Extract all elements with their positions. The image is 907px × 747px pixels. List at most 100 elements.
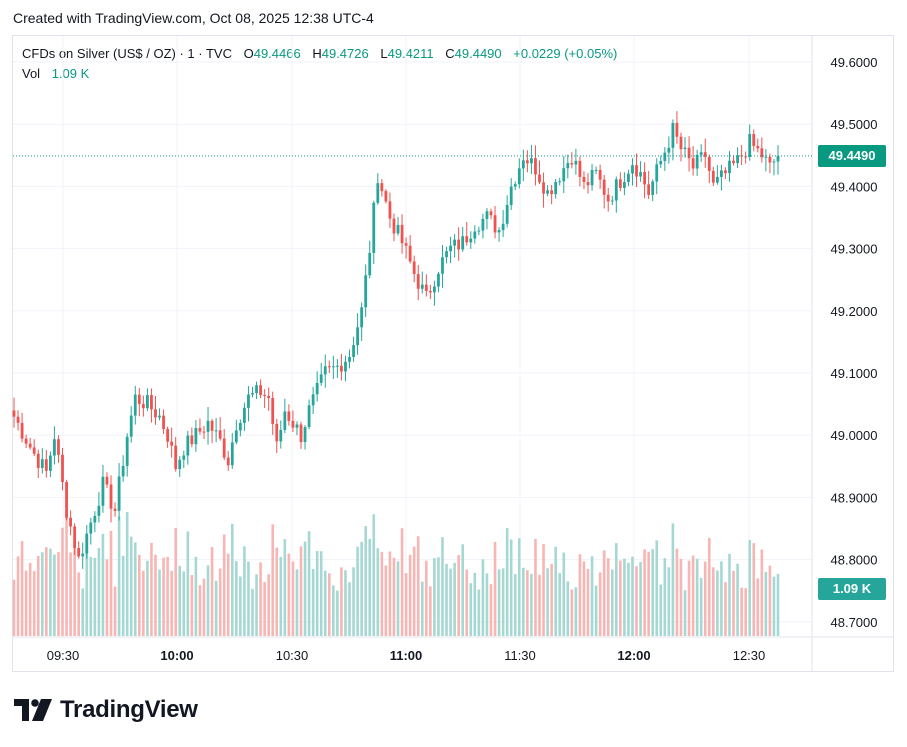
- time-tick-label: 11:00: [390, 648, 423, 663]
- volume-bar: [121, 555, 125, 636]
- candle-body: [214, 430, 218, 432]
- candle-body: [364, 275, 368, 308]
- candle-body: [728, 160, 731, 174]
- volume-bar: [453, 562, 456, 636]
- price-tick-label: 49.1000: [831, 366, 878, 381]
- candle-body: [117, 476, 121, 511]
- volume-bar: [109, 530, 113, 636]
- volume-bar: [408, 554, 412, 636]
- candle-body: [57, 439, 60, 455]
- volume-bar: [691, 555, 695, 636]
- candle-body: [525, 160, 529, 164]
- volume-bar: [683, 590, 687, 636]
- volume-bar: [105, 559, 109, 636]
- volume-bar: [307, 531, 311, 636]
- volume-bar: [271, 524, 275, 636]
- volume-bar: [364, 526, 367, 636]
- time-tick-label: 12:30: [733, 648, 766, 663]
- candle-body: [154, 409, 157, 418]
- candle-body: [352, 345, 355, 357]
- volume-bar: [299, 546, 303, 636]
- high-label: H: [312, 46, 322, 61]
- volume-bar: [530, 573, 533, 636]
- candle-body: [162, 415, 165, 430]
- volume-bar: [732, 570, 735, 636]
- volume-bar: [275, 547, 279, 636]
- volume-bar: [150, 542, 153, 636]
- volume-bar: [101, 533, 105, 636]
- volume-bar: [291, 561, 295, 636]
- volume-bar: [546, 568, 549, 636]
- volume-bar: [287, 553, 291, 636]
- volume-bar: [368, 538, 372, 636]
- candle-body: [428, 290, 432, 293]
- candle-body: [202, 431, 206, 433]
- volume-bar: [295, 569, 299, 636]
- candle-body: [174, 445, 178, 470]
- price-tick-label: 49.5000: [831, 117, 878, 132]
- volume-bar: [736, 563, 739, 636]
- candle-body: [671, 122, 675, 148]
- volume-bar: [303, 541, 307, 636]
- volume-bar: [776, 573, 780, 636]
- volume-bar: [267, 574, 270, 636]
- candle-body: [703, 152, 707, 157]
- tradingview-logo[interactable]: TradingView: [14, 696, 198, 724]
- candle-body: [457, 239, 461, 250]
- price-tick-label: 48.7000: [831, 615, 878, 630]
- volume-bar: [473, 572, 477, 636]
- candle-body: [643, 172, 647, 185]
- volume-bar: [396, 561, 400, 636]
- candle-body: [441, 257, 444, 274]
- volume-bar: [315, 551, 319, 636]
- volume-bar: [24, 570, 28, 636]
- volume-bar: [505, 528, 509, 636]
- candle-body: [711, 170, 715, 183]
- price-tick-label: 49.6000: [831, 55, 878, 70]
- symbol-name[interactable]: CFDs on Silver (US$ / OZ) · 1 · TVC: [22, 46, 232, 61]
- chart-frame[interactable]: [12, 35, 894, 672]
- volume-bar: [174, 527, 177, 636]
- volume-bar: [671, 523, 675, 636]
- candle-body: [299, 424, 303, 443]
- volume-bar: [97, 548, 101, 636]
- volume-bar: [643, 549, 646, 636]
- volume-bar: [81, 588, 85, 636]
- tradingview-wordmark: TradingView: [60, 696, 198, 723]
- candle-body: [602, 179, 606, 195]
- candle-body: [655, 164, 659, 182]
- candle-body: [772, 161, 776, 163]
- volume-bar: [720, 561, 723, 636]
- volume-bar: [170, 571, 173, 636]
- volume-bar: [517, 538, 521, 636]
- volume-bar: [133, 542, 137, 636]
- volume-bar: [655, 540, 659, 636]
- volume-bar: [392, 557, 396, 636]
- volume-bar: [73, 538, 76, 636]
- volume-bar: [485, 573, 489, 636]
- volume-bar: [230, 523, 234, 636]
- vol-label[interactable]: Vol: [22, 66, 41, 81]
- volume-bar: [429, 586, 432, 636]
- volume-bar: [65, 517, 68, 636]
- candle-body: [238, 422, 242, 431]
- volume-bar: [465, 569, 469, 636]
- candle-body: [85, 533, 89, 554]
- low-label: L: [380, 46, 388, 61]
- candle-body: [145, 395, 149, 409]
- volume-bar: [360, 541, 363, 636]
- candle-body: [614, 179, 618, 201]
- volume-bar: [263, 582, 266, 636]
- candle-body: [517, 168, 521, 185]
- volume-bar: [259, 562, 262, 636]
- volume-bar: [182, 571, 186, 636]
- candle-body: [715, 176, 719, 183]
- candle-body: [275, 423, 279, 442]
- volume-bar: [154, 554, 157, 636]
- candle-body: [40, 459, 44, 468]
- candle-body: [449, 245, 452, 252]
- candle-body: [687, 147, 691, 159]
- price-tick-label: 48.8000: [831, 553, 878, 568]
- volume-bar: [186, 531, 190, 636]
